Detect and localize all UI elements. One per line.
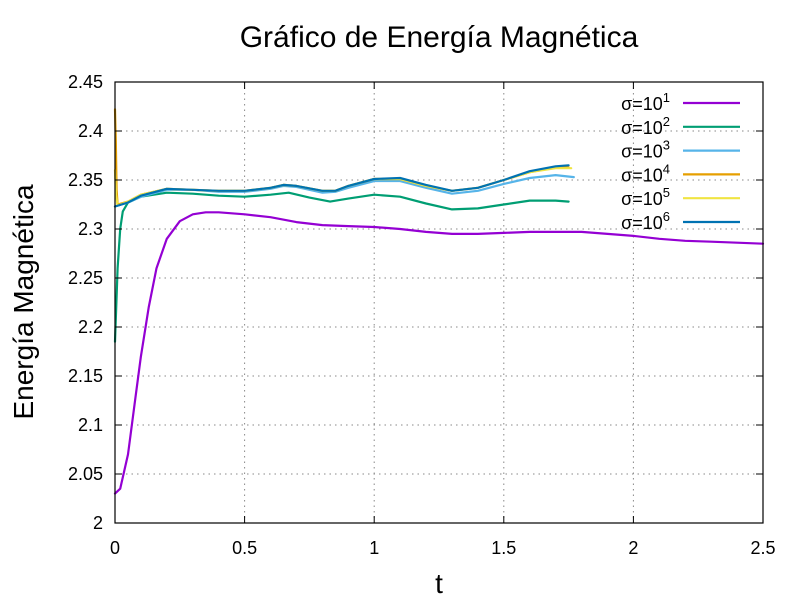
y-tick-label: 2.4	[78, 121, 103, 141]
series-line-1	[113, 211, 765, 495]
y-tick-label: 2.3	[78, 219, 103, 239]
legend-label-2: σ=102	[621, 114, 670, 138]
y-tick-label: 2.2	[78, 317, 103, 337]
grid	[115, 82, 763, 523]
y-tick-label: 2.45	[68, 72, 103, 92]
x-axis-label: t	[435, 568, 443, 599]
series-layer	[113, 108, 765, 495]
plot-frame	[114, 81, 764, 524]
y-tick-label: 2	[93, 513, 103, 533]
legend-label-5: σ=105	[621, 185, 670, 209]
x-tick-label: 2	[628, 538, 638, 558]
legend-label-1: σ=101	[621, 90, 670, 114]
y-tick-label: 2.15	[68, 366, 103, 386]
x-tick-label: 1.5	[491, 538, 516, 558]
chart-title: Gráfico de Energía Magnética	[240, 21, 639, 54]
x-tick-label: 0	[110, 538, 120, 558]
series-line-2	[113, 191, 570, 343]
y-tick-label: 2.25	[68, 268, 103, 288]
x-tick-label: 0.5	[232, 538, 257, 558]
series-line-6	[113, 164, 570, 208]
legend-label-3: σ=103	[621, 138, 670, 162]
x-tick-label: 1	[369, 538, 379, 558]
x-tick-label: 2.5	[750, 538, 775, 558]
legend-label-4: σ=104	[621, 161, 670, 185]
y-tick-label: 2.1	[78, 415, 103, 435]
y-tick-label: 2.05	[68, 464, 103, 484]
ticks: 0 0.5 1 1.5 2 2.5 2 2.05 2.1 2.15 2.2 2.25 2.3 2.35 2.…	[68, 72, 776, 558]
y-tick-label: 2.35	[68, 170, 103, 190]
legend-label-6: σ=106	[621, 209, 670, 233]
y-axis-label: Energía Magnética	[8, 184, 39, 419]
